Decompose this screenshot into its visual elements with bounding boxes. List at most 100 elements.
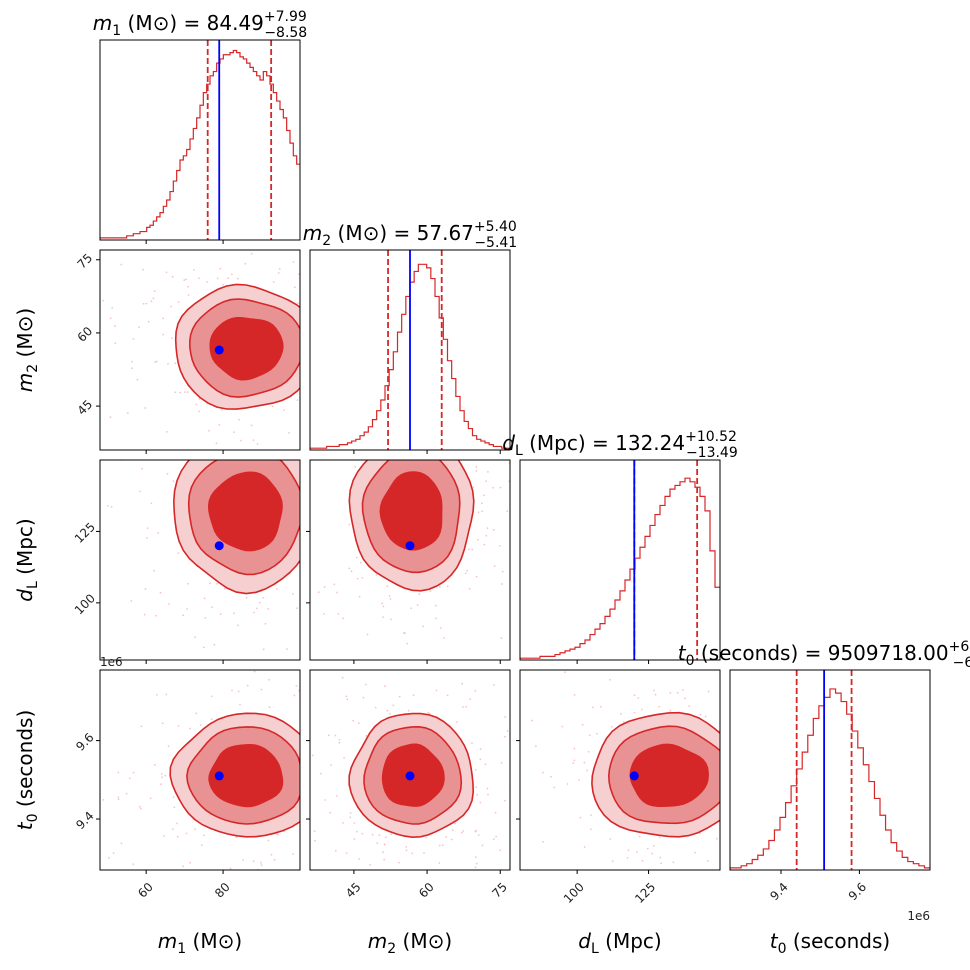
sample-point	[609, 678, 611, 681]
sample-point	[451, 829, 454, 831]
sample-point	[255, 642, 257, 644]
sample-point	[741, 773, 743, 775]
sample-point	[317, 328, 319, 330]
sample-point	[798, 778, 800, 780]
frame-t0-dL	[519, 669, 721, 871]
title-minus-t0: −68	[953, 655, 970, 671]
sample-point	[345, 429, 347, 431]
sample-point	[327, 418, 329, 420]
sample-point	[184, 406, 186, 408]
sample-point	[319, 379, 321, 381]
sample-point	[222, 283, 224, 286]
sample-point	[385, 836, 387, 839]
sample-point	[345, 852, 348, 854]
sample-point	[329, 811, 332, 814]
sample-point	[211, 629, 213, 631]
sample-point	[588, 734, 591, 737]
sample-point	[502, 774, 504, 776]
title-m1: m1 (M⊙) = 84.49+7.99 −8.58	[93, 9, 307, 41]
sample-point	[462, 830, 465, 832]
sample-point	[328, 331, 330, 333]
sample-point	[305, 510, 307, 512]
sample-point	[362, 365, 364, 367]
sample-point	[320, 772, 322, 775]
sample-point	[278, 268, 281, 270]
sample-point	[563, 734, 565, 736]
sample-point	[296, 399, 299, 401]
sample-point	[288, 432, 290, 434]
sample-point	[522, 796, 524, 798]
title-minus-dL: −13.49	[686, 445, 738, 461]
sample-point	[353, 429, 355, 431]
sample-point	[198, 277, 200, 280]
sample-point	[699, 832, 701, 835]
sample-point	[183, 439, 185, 441]
sample-point	[335, 795, 338, 797]
sample-point	[263, 675, 265, 677]
sample-point	[578, 779, 580, 781]
panel-t0-vs-m2	[309, 669, 565, 905]
sample-point	[801, 808, 803, 810]
sample-point	[564, 671, 566, 674]
sample-point	[636, 851, 638, 853]
sample-point	[728, 746, 730, 748]
sample-point	[358, 344, 360, 346]
ytick-label-m2: 60	[75, 324, 96, 345]
sample-point	[436, 454, 438, 456]
sample-point	[437, 445, 439, 447]
sample-point	[736, 805, 738, 807]
sample-point	[267, 839, 270, 842]
sample-point	[745, 747, 747, 749]
sample-point	[877, 752, 879, 754]
sample-point	[721, 778, 723, 780]
sample-point	[429, 590, 432, 593]
sample-point	[338, 852, 340, 854]
sample-point	[511, 751, 513, 753]
sample-point	[302, 418, 304, 420]
sample-point	[350, 621, 352, 623]
sample-point	[398, 695, 401, 698]
sample-point	[338, 738, 341, 741]
sample-point	[147, 320, 150, 323]
sample-point	[366, 454, 368, 456]
sample-point	[500, 637, 503, 640]
sample-point	[590, 814, 592, 816]
sample-point	[178, 271, 180, 273]
sample-point	[328, 769, 330, 771]
sample-point	[641, 708, 643, 711]
sample-point	[381, 602, 384, 605]
sample-point	[152, 297, 155, 300]
sample-point	[469, 443, 471, 445]
sample-point	[320, 491, 322, 493]
xlabel-m2: m2 (M⊙)	[368, 929, 452, 957]
sample-point	[355, 364, 357, 366]
sample-point	[573, 759, 576, 762]
sample-point	[397, 406, 399, 408]
sample-point	[109, 317, 112, 320]
sample-point	[215, 651, 217, 653]
sample-point	[776, 757, 778, 759]
sample-point	[48, 797, 50, 799]
sample-point	[329, 849, 331, 851]
sample-point	[117, 771, 120, 774]
sample-point	[143, 613, 146, 616]
sample-point	[314, 763, 316, 765]
sample-point	[343, 418, 345, 420]
sample-point	[293, 286, 296, 289]
title-m2: m2 (M⊙) = 57.67+5.40 −5.41	[303, 219, 517, 251]
sample-point	[307, 471, 309, 473]
sample-point	[544, 392, 546, 394]
sample-point	[166, 472, 169, 475]
sample-point	[573, 747, 576, 750]
sample-point	[557, 715, 559, 717]
sample-point	[487, 471, 489, 473]
sample-point	[399, 424, 401, 426]
sample-point	[740, 754, 742, 756]
panel-dL-vs-m2	[309, 391, 546, 661]
sample-point	[400, 391, 402, 393]
sample-point	[189, 861, 192, 864]
sample-point	[219, 613, 222, 615]
sample-point	[168, 468, 170, 470]
sample-point	[322, 713, 324, 715]
sample-point	[502, 903, 504, 905]
